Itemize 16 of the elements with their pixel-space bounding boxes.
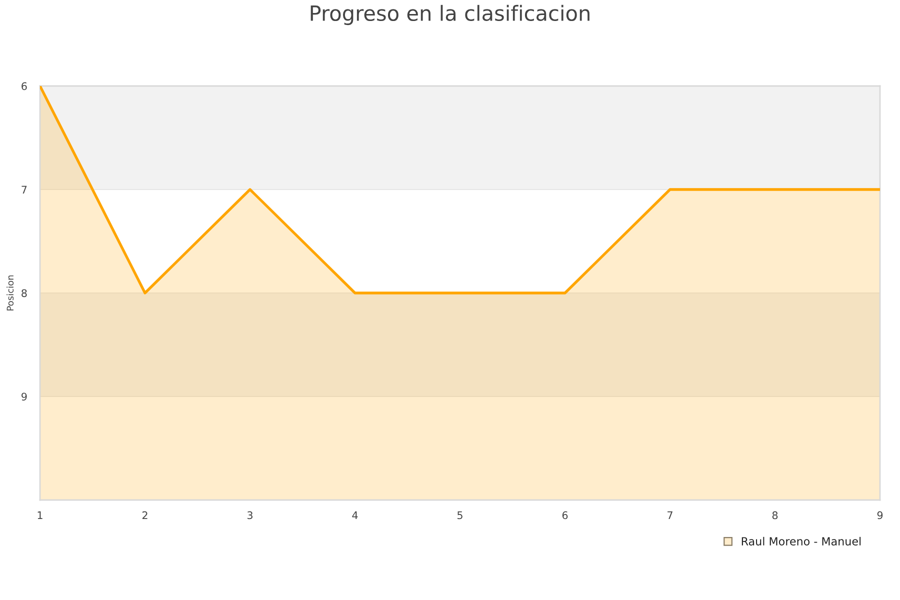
x-tick-label: 2 (142, 511, 148, 520)
x-tick-label: 4 (352, 511, 358, 520)
y-tick-label: 8 (22, 289, 27, 298)
y-axis-title: Posicion (6, 275, 14, 310)
x-tick-label: 6 (562, 511, 568, 520)
x-tick-label: 8 (772, 511, 778, 520)
x-tick-label: 5 (457, 511, 462, 520)
x-tick-label: 7 (668, 511, 672, 520)
chart-title: Progreso en la clasificacion (310, 4, 590, 26)
x-tick-label: 9 (877, 511, 883, 520)
x-tick-label: 1 (38, 511, 42, 520)
y-tick-label: 7 (22, 186, 27, 194)
y-tick-label: 9 (22, 392, 27, 401)
y-tick-label: 6 (22, 82, 27, 90)
legend-label: Raul Moreno - Manuel (742, 536, 861, 546)
x-tick-label: 3 (247, 511, 252, 520)
